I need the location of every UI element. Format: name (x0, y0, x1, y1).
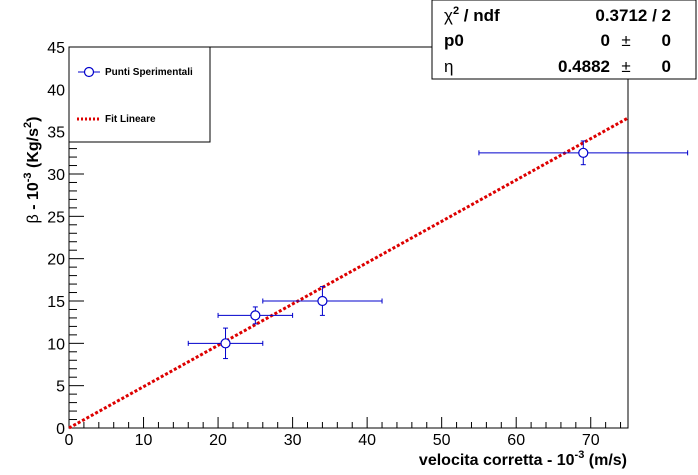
y-tick-label: 5 (56, 379, 65, 396)
legend-label-fit: Fit Lineare (105, 114, 156, 125)
stats-box: χ2 / ndf 0.3712 / 2 p0 0 ± 0 η 0.4882 ± … (431, 0, 697, 80)
y-tick-label: 30 (47, 167, 65, 184)
stats-p0-error: 0 (662, 31, 671, 50)
legend-box (68, 46, 211, 143)
stats-p0-pm: ± (621, 31, 630, 50)
x-tick-label: 30 (284, 432, 302, 449)
x-tick-label: 50 (433, 432, 451, 449)
x-tick-label: 10 (135, 432, 153, 449)
data-point (578, 147, 589, 158)
y-tick-label: 10 (47, 336, 65, 353)
y-tick-label: 40 (47, 82, 65, 99)
stats-eta-label: η (444, 57, 453, 76)
y-tick-label: 20 (47, 252, 65, 269)
stats-chi2-label: χ2 / ndf (444, 5, 500, 25)
x-tick-label: 70 (582, 432, 600, 449)
x-tick-label: 20 (209, 432, 227, 449)
stats-eta-value: 0.4882 (558, 57, 610, 76)
legend-label-punti: Punti Sperimentali (105, 67, 193, 78)
x-tick-label: 0 (65, 432, 74, 449)
stats-eta-error: 0 (662, 57, 671, 76)
plot-data (68, 116, 689, 430)
data-point (250, 310, 261, 321)
legend: Punti Sperimentali Fit Lineare (68, 46, 211, 143)
y-tick-label: 25 (47, 209, 65, 226)
fit-line (68, 116, 629, 430)
stats-p0-value: 0 (601, 31, 610, 50)
data-point (317, 295, 328, 307)
stats-p0-label: p0 (444, 31, 464, 50)
x-axis-title: velocita corretta - 10-3 (m/s) (419, 449, 627, 469)
x-tick-label: 60 (507, 432, 525, 449)
stats-eta-pm: ± (621, 57, 630, 76)
data-point (220, 338, 231, 349)
y-tick-label: 15 (47, 294, 65, 311)
plot-frame (68, 46, 629, 429)
stats-chi2-value: 0.3712 / 2 (595, 6, 671, 25)
stats-box-frame (431, 0, 697, 80)
legend-marker-circle (83, 66, 95, 78)
y-tick-label: 35 (47, 125, 65, 142)
y-tick-label: 0 (56, 421, 65, 438)
y-tick-label: 45 (47, 40, 65, 57)
axes: 0 10 20 30 40 50 60 70 0 5 10 15 20 25 30 35 40 45 (47, 40, 622, 449)
y-axis-title: β - 10-3 (Kg/s2) (22, 117, 42, 224)
x-tick-label: 40 (358, 432, 376, 449)
